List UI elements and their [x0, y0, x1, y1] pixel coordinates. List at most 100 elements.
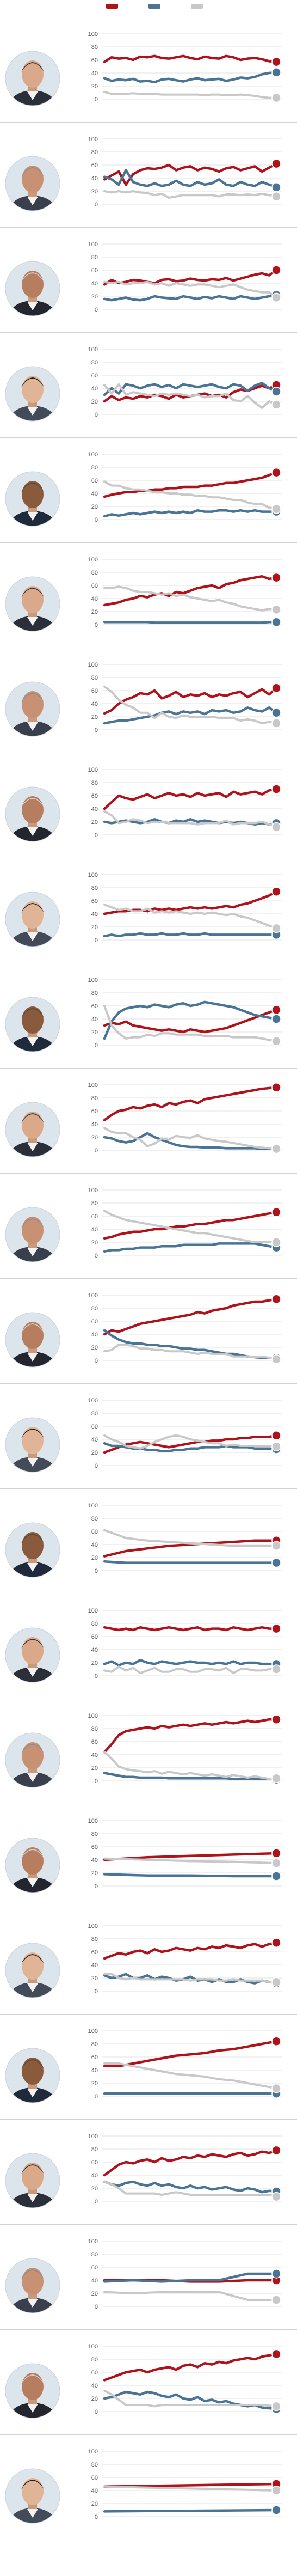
- panel-divider: [0, 542, 297, 543]
- y-tick-label: 80: [91, 1200, 98, 1207]
- series-endpoint-3: [271, 718, 281, 728]
- series-line-1: [103, 1941, 278, 1960]
- series-endpoint-2: [271, 2505, 281, 2515]
- y-tick-label: 40: [91, 175, 98, 182]
- panel-5: 0 20 40 60 80 100: [0, 438, 297, 543]
- y-tick-label: 100: [88, 1713, 98, 1719]
- series-line-3: [103, 2389, 277, 2408]
- avatar-face: [22, 2058, 44, 2085]
- avatar-ring: [5, 1838, 60, 1893]
- avatar-face: [22, 1217, 44, 1244]
- y-tick-label: 100: [88, 557, 98, 563]
- series-line-2: [103, 1873, 278, 1878]
- series-endpoint-3: [271, 2295, 281, 2305]
- y-tick-label: 20: [91, 1555, 98, 1561]
- avatar-face: [22, 1847, 44, 1875]
- y-tick-label: 40: [91, 70, 98, 77]
- avatar-face: [22, 796, 44, 823]
- y-tick-label: 100: [88, 872, 98, 878]
- panel-chart: 0 20 40 60 80 100: [5, 136, 282, 211]
- series-line-3: [103, 1344, 277, 1360]
- portrait-avatar: [5, 786, 60, 842]
- avatar-body: [9, 301, 57, 316]
- y-tick-label: 40: [91, 1542, 98, 1548]
- series-line-2: [103, 932, 278, 938]
- y-tick-label: 80: [91, 2041, 98, 2048]
- series-line-1: [103, 471, 278, 498]
- panel-divider: [0, 1488, 297, 1489]
- series-line-3: [103, 190, 277, 199]
- panel-chart: 0 20 40 60 80 100: [5, 31, 282, 106]
- panel-divider: [0, 1068, 297, 1069]
- avatar-face: [22, 2268, 44, 2295]
- y-tick-label: 20: [91, 188, 98, 195]
- series-endpoint-3: [271, 1036, 281, 1046]
- y-tick-label: 60: [91, 898, 98, 905]
- y-tick-label: 0: [95, 832, 98, 839]
- avatar-face: [22, 1637, 44, 1664]
- series-line-2: [103, 382, 278, 396]
- series-endpoint-3: [271, 2486, 281, 2495]
- avatar-body: [9, 2298, 57, 2313]
- y-tick-label: 100: [88, 31, 98, 38]
- y-tick-label: 80: [91, 2146, 98, 2153]
- y-tick-label: 20: [91, 1345, 98, 1351]
- avatar-ring: [5, 1102, 60, 1157]
- y-tick-label: 80: [91, 1305, 98, 1312]
- avatar-body: [9, 931, 57, 947]
- series-line-1: [103, 1626, 278, 1632]
- y-tick-label: 100: [88, 1923, 98, 1930]
- avatar-face: [22, 2373, 44, 2400]
- panel-chart: 0 20 40 60 80 100: [5, 662, 282, 737]
- y-tick-label: 0: [95, 727, 98, 734]
- portrait-avatar: [5, 997, 60, 1052]
- series-endpoint-3: [271, 605, 281, 615]
- panel-chart: 0 20 40 60 80 100: [5, 977, 282, 1052]
- legend-swatch-blue: [148, 4, 160, 9]
- panel-chart: 0 20 40 60 80 100: [5, 346, 282, 422]
- y-tick-label: 100: [88, 2238, 98, 2245]
- y-tick-label: 80: [91, 254, 98, 261]
- y-tick-label: 100: [88, 767, 98, 773]
- panel-chart: 0 20 40 60 80 100: [5, 2238, 282, 2313]
- series-endpoint-3: [271, 1237, 281, 1247]
- y-tick-label: 0: [95, 1147, 98, 1154]
- y-tick-label: 0: [95, 517, 98, 523]
- portrait-avatar: [5, 156, 60, 211]
- avatar-face: [22, 1742, 44, 1769]
- portrait-avatar: [5, 1312, 60, 1368]
- panel-chart: 0 20 40 60 80 100: [5, 1503, 282, 1578]
- y-tick-label: 60: [91, 1108, 98, 1115]
- y-tick-label: 100: [88, 662, 98, 668]
- avatar-hair: [21, 1113, 44, 1123]
- panel-chart: 0 20 40 60 80 100: [5, 1397, 282, 1473]
- chart-legend: [0, 0, 297, 13]
- y-tick-label: 0: [95, 1988, 98, 1995]
- panel-13: 0 20 40 60 80 100: [0, 1279, 297, 1384]
- y-tick-label: 100: [88, 977, 98, 984]
- y-tick-label: 60: [91, 1213, 98, 1220]
- series-line-1: [103, 2149, 278, 2177]
- y-tick-label: 0: [95, 1883, 98, 1890]
- y-tick-label: 0: [95, 622, 98, 628]
- y-tick-label: 80: [91, 780, 98, 786]
- y-tick-label: 40: [91, 806, 98, 813]
- y-tick-label: 20: [91, 2501, 98, 2507]
- y-tick-label: 40: [91, 491, 98, 497]
- series-line-2: [103, 294, 278, 302]
- y-tick-label: 40: [91, 386, 98, 392]
- avatar-body: [9, 406, 57, 421]
- portrait-avatar: [5, 261, 60, 316]
- avatar-face: [22, 2478, 44, 2505]
- panel-21: 0 20 40 60 80 100: [0, 2120, 297, 2225]
- panel-chart: 0 20 40 60 80 100: [5, 1292, 282, 1368]
- y-tick-label: 60: [91, 1949, 98, 1956]
- y-tick-label: 0: [95, 1042, 98, 1049]
- portrait-avatar: [5, 1102, 60, 1157]
- y-tick-label: 60: [91, 1844, 98, 1851]
- avatar-hair: [21, 272, 44, 282]
- series-line-3: [103, 585, 277, 612]
- portrait-avatar: [5, 1943, 60, 1998]
- panel-chart: 0 20 40 60 80 100: [5, 451, 282, 527]
